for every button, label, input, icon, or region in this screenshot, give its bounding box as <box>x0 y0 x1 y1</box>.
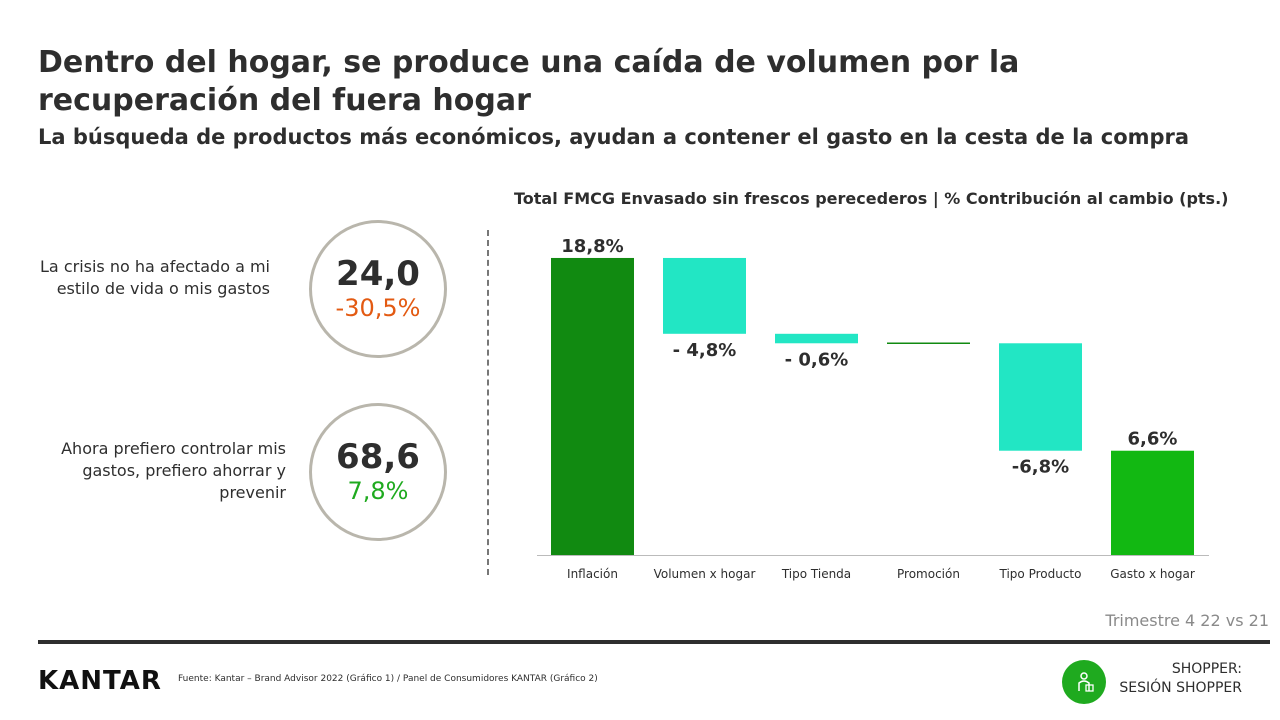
stat-circle-crisis: 24,0 -30,5% <box>309 220 447 358</box>
value-label: -6,8% <box>1012 457 1069 478</box>
bar-inflación <box>551 257 634 555</box>
stat-value-ahorro: 68,6 <box>336 437 420 477</box>
value-label: - 4,8% <box>673 340 737 361</box>
category-label: Promoción <box>897 567 960 581</box>
page-title: Dentro del hogar, se produce una caída d… <box>38 45 1020 118</box>
bar-tipo-tienda <box>775 333 858 344</box>
page-subtitle: La búsqueda de productos más económicos,… <box>38 125 1190 149</box>
bar-tipo-producto <box>999 343 1082 451</box>
stat-circle-ahorro: 68,6 7,8% <box>309 403 447 541</box>
kantar-logo: KANTAR <box>38 666 162 696</box>
waterfall-chart: 18,8% Inflación - 4,8% Volumen x hogar - 0,6… <box>537 236 1209 581</box>
stat-change-ahorro: 7,8% <box>347 477 409 505</box>
stat-label-crisis: La crisis no ha afectado a mi estilo de … <box>40 257 270 298</box>
logo-text: KANTAR <box>38 666 162 696</box>
shopper-icon <box>1062 660 1106 704</box>
source-note: Fuente: Kantar – Brand Advisor 2022 (Grá… <box>178 674 598 684</box>
bar-volumen-x-hogar <box>663 257 746 334</box>
section-divider <box>487 230 489 575</box>
bar-gasto-x-hogar <box>1111 450 1194 555</box>
shopper-glyph-icon <box>1078 672 1094 692</box>
category-label: Gasto x hogar <box>1110 567 1195 581</box>
stat-label-ahorro: Ahora prefiero controlar mis gastos, pre… <box>61 439 286 502</box>
value-label: - 0,6% <box>785 349 849 370</box>
session-label: SHOPPER: SESIÓN SHOPPER <box>1119 660 1242 698</box>
session-line-2: SESIÓN SHOPPER <box>1119 680 1242 696</box>
value-label: 6,6% <box>1128 429 1178 450</box>
category-label: Tipo Producto <box>999 567 1082 581</box>
category-label: Tipo Tienda <box>781 567 851 581</box>
category-label: Inflación <box>567 567 618 581</box>
category-label: Volumen x hogar <box>654 567 756 581</box>
stat-value-crisis: 24,0 <box>336 254 420 294</box>
chart-title: Total FMCG Envasado sin frescos perecede… <box>514 189 1229 208</box>
footer-rule <box>38 640 1270 644</box>
session-line-1: SHOPPER: <box>1171 661 1242 677</box>
value-label: 18,8% <box>561 236 623 257</box>
stat-change-crisis: -30,5% <box>335 294 421 322</box>
period-label: Trimestre 4 22 vs 21 <box>1105 611 1269 630</box>
